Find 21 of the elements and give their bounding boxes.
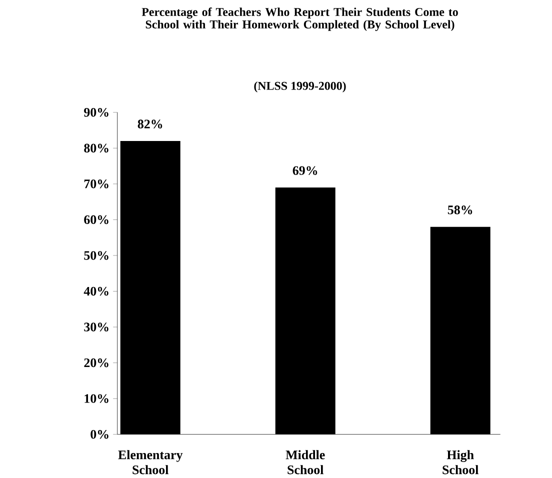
x-tick-label: Middle School (286, 450, 325, 474)
chart-title: Percentage of Teachers Who Report Their Students Come to School with Their Homework Completed (By School Level) (142, 8, 458, 32)
y-tick-label: 50% (84, 251, 108, 260)
bar (275, 188, 336, 435)
y-tick-label: 0% (90, 430, 108, 439)
y-tick-label: 10% (84, 394, 108, 404)
x-tick-label: High School (442, 450, 478, 474)
x-tick-label: Elementary School (118, 450, 183, 474)
data-label: 82% (138, 120, 162, 129)
bar (120, 141, 180, 435)
y-tick-label: 80% (84, 144, 108, 153)
y-tick-label: 40% (84, 287, 108, 296)
y-tick-label: 60% (84, 216, 108, 224)
data-label: 58% (448, 206, 472, 215)
chart-subtitle: (NLSS 1999-2000) (254, 82, 346, 93)
bar (430, 227, 490, 435)
y-tick-label: 30% (84, 322, 108, 332)
y-tick-label: 90% (84, 108, 108, 117)
y-tick-label: 70% (84, 180, 108, 189)
data-label: 69% (292, 166, 318, 176)
y-tick-label: 20% (84, 358, 108, 368)
